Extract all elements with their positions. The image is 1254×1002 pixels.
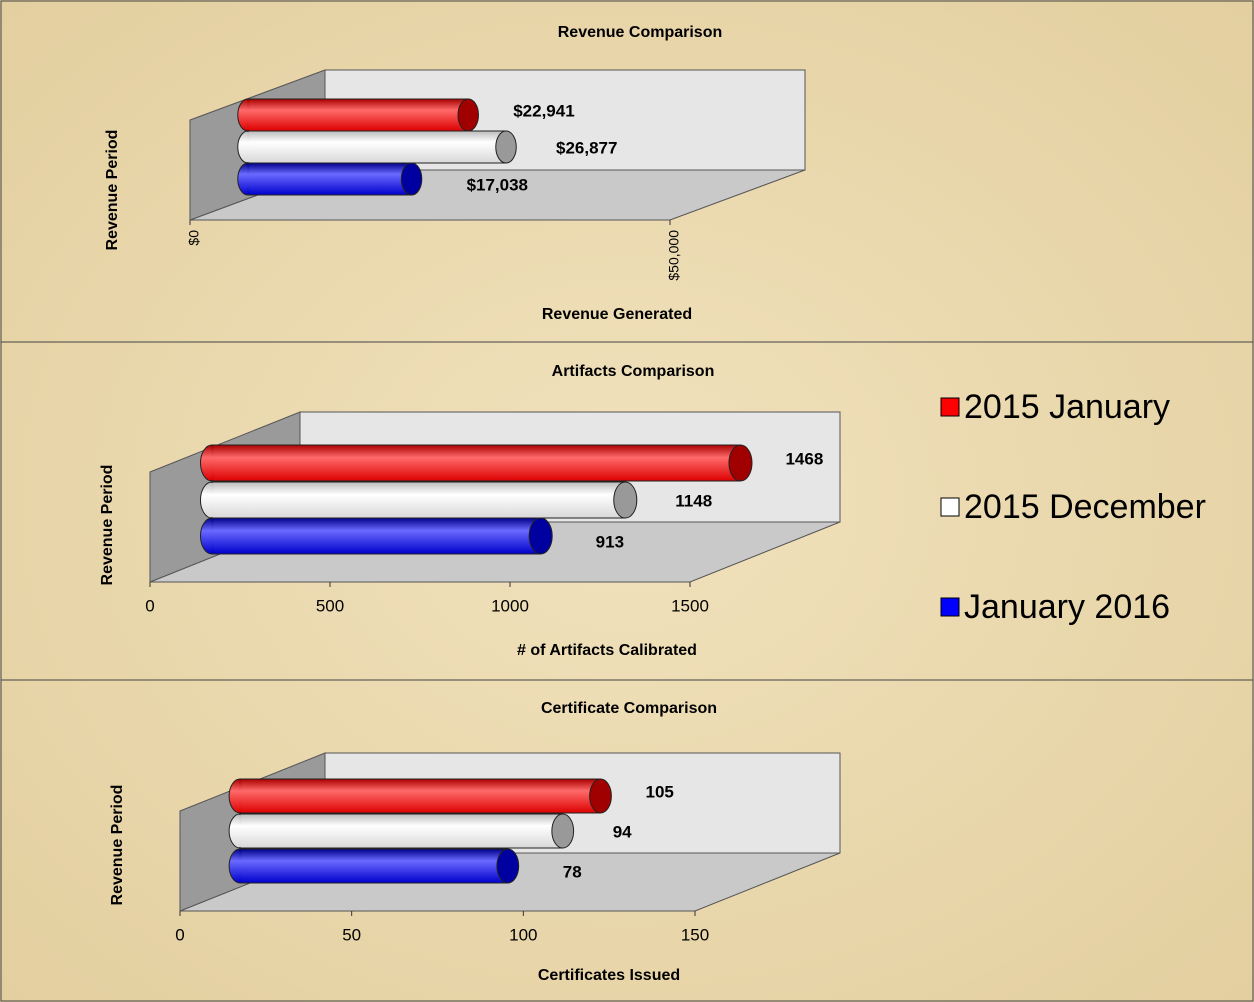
legend-label: 2015 December [964, 488, 1206, 526]
bar [211, 481, 626, 519]
bar-cap [495, 130, 517, 164]
chart-title: Artifacts Comparison [552, 363, 715, 380]
bar-cover [211, 446, 214, 480]
legend-label: January 2016 [964, 588, 1170, 626]
legend-swatch [940, 597, 960, 617]
bar [211, 517, 542, 555]
bar-cap [528, 517, 553, 555]
panel [0, 679, 1254, 1002]
x-axis-title: Revenue Generated [542, 306, 692, 323]
value-label: $26,877 [556, 138, 617, 157]
bar [239, 848, 509, 884]
bar-cover [239, 780, 242, 812]
bar-cap [613, 481, 638, 519]
value-label: 105 [646, 782, 674, 801]
y-axis-title: Revenue Period [104, 130, 121, 251]
bar-cap [551, 813, 575, 849]
value-label: 913 [596, 532, 624, 551]
x-tick-label: 1500 [671, 596, 709, 615]
bar [211, 444, 741, 482]
x-axis-title: Certificates Issued [538, 967, 680, 984]
x-tick-label: 150 [681, 925, 709, 944]
x-tick-label: 100 [509, 925, 537, 944]
bar [247, 130, 507, 164]
x-tick-label: $0 [186, 230, 202, 246]
x-tick-label: 50 [342, 925, 361, 944]
value-label: $17,038 [467, 175, 528, 194]
bar-cover [247, 132, 250, 162]
x-tick-label: 0 [145, 596, 154, 615]
value-label: 78 [563, 862, 582, 881]
bar [239, 778, 601, 814]
value-label: 94 [613, 822, 632, 841]
bar-cap [728, 444, 753, 482]
bar-cap [496, 848, 520, 884]
legend-swatch [940, 497, 960, 517]
bar [247, 98, 469, 132]
chart-title: Revenue Comparison [558, 24, 722, 41]
bar-cover [239, 850, 242, 882]
value-label: $22,941 [513, 101, 574, 120]
bar-cover [211, 519, 214, 553]
value-label: 1148 [675, 491, 712, 510]
y-axis-title: Revenue Period [99, 465, 116, 586]
legend-swatch [940, 397, 960, 417]
bar-cap [400, 162, 423, 196]
x-tick-label: 500 [316, 596, 344, 615]
y-axis-title: Revenue Period [109, 785, 126, 906]
bar [247, 162, 413, 196]
bar-cap [589, 778, 612, 814]
bar-cover [211, 483, 214, 517]
bar-cover [247, 100, 250, 130]
x-axis-title: # of Artifacts Calibrated [517, 642, 697, 659]
legend-label: 2015 January [964, 388, 1170, 426]
bar-cap [457, 98, 479, 132]
x-tick-label: 0 [175, 925, 184, 944]
bar [239, 813, 564, 849]
x-tick-label: 1000 [491, 596, 529, 615]
value-label: 1468 [785, 449, 823, 468]
x-tick-label: $50,000 [666, 230, 682, 281]
bar-cover [247, 164, 250, 194]
bar-cover [239, 815, 242, 847]
chart-title: Certificate Comparison [541, 700, 717, 717]
